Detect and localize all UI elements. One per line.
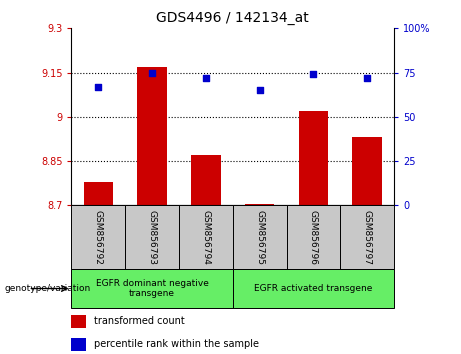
Title: GDS4496 / 142134_at: GDS4496 / 142134_at (156, 11, 309, 24)
Text: genotype/variation: genotype/variation (5, 284, 91, 293)
Text: GSM856792: GSM856792 (94, 210, 103, 265)
Point (310, 72, 317, 77)
Text: GSM856795: GSM856795 (255, 210, 264, 265)
Text: EGFR dominant negative
transgene: EGFR dominant negative transgene (96, 279, 208, 298)
Text: GSM856797: GSM856797 (363, 210, 372, 265)
Bar (71, 338, 86, 350)
Point (364, 75, 371, 81)
Bar (125, 205, 179, 269)
Bar (71, 315, 86, 328)
Bar (353, 137, 382, 205)
Point (256, 87, 263, 93)
Bar (233, 205, 287, 269)
Text: percentile rank within the sample: percentile rank within the sample (94, 339, 259, 349)
Bar (179, 205, 233, 269)
Bar (137, 67, 167, 205)
Point (95, 84, 102, 90)
Bar (191, 155, 221, 205)
Bar (287, 205, 340, 269)
Text: transformed count: transformed count (94, 316, 185, 326)
Text: GSM856796: GSM856796 (309, 210, 318, 265)
Bar (299, 111, 328, 205)
Bar (83, 182, 113, 205)
Point (202, 75, 210, 81)
Bar (340, 205, 394, 269)
Text: GSM856794: GSM856794 (201, 210, 210, 265)
Bar (245, 204, 274, 205)
Bar (71, 269, 233, 308)
Point (148, 70, 156, 75)
Text: GSM856793: GSM856793 (148, 210, 157, 265)
Bar (71, 205, 125, 269)
Bar (233, 269, 394, 308)
Text: EGFR activated transgene: EGFR activated transgene (254, 284, 372, 293)
